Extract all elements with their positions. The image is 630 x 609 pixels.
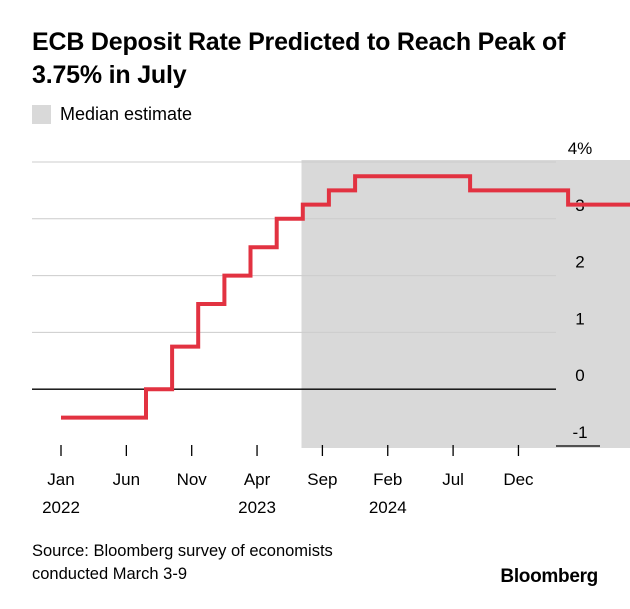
median-estimate-legend-label: Median estimate [60,103,193,124]
x-tick-year-label: 2023 [238,498,276,517]
x-tick-label: Jul [442,470,464,489]
x-tick-label: Jan [47,470,74,489]
y-tick-label: 0 [575,366,584,385]
chart-title: ECB Deposit Rate Predicted to Reach Peak… [32,28,566,89]
x-tick-label: Dec [503,470,534,489]
source-note: Source: Bloomberg survey of economists c… [32,540,333,586]
y-tick-label: 2 [575,253,584,272]
x-tick-label: Feb [373,470,402,489]
y-tick-label: 4% [568,139,593,158]
y-tick-label: 1 [575,309,584,328]
source-line-1: Source: Bloomberg survey of economists [32,542,333,560]
source-line-2: conducted March 3-9 [32,565,188,583]
x-tick-year-label: 2024 [369,498,407,517]
legend: Median estimate [32,103,192,125]
median-estimate-shade [301,160,630,448]
median-estimate-swatch [32,104,51,124]
x-tick-label: Sep [307,470,337,489]
bloomberg-logo: Bloomberg [500,566,598,587]
x-tick-label: Jun [113,470,140,489]
x-tick-year-label: 2022 [42,498,80,517]
x-tick-label: Nov [177,470,208,489]
y-tick-label: -1 [572,423,587,442]
deposit-rate-line [61,174,630,420]
x-tick-label: Apr [244,470,271,489]
